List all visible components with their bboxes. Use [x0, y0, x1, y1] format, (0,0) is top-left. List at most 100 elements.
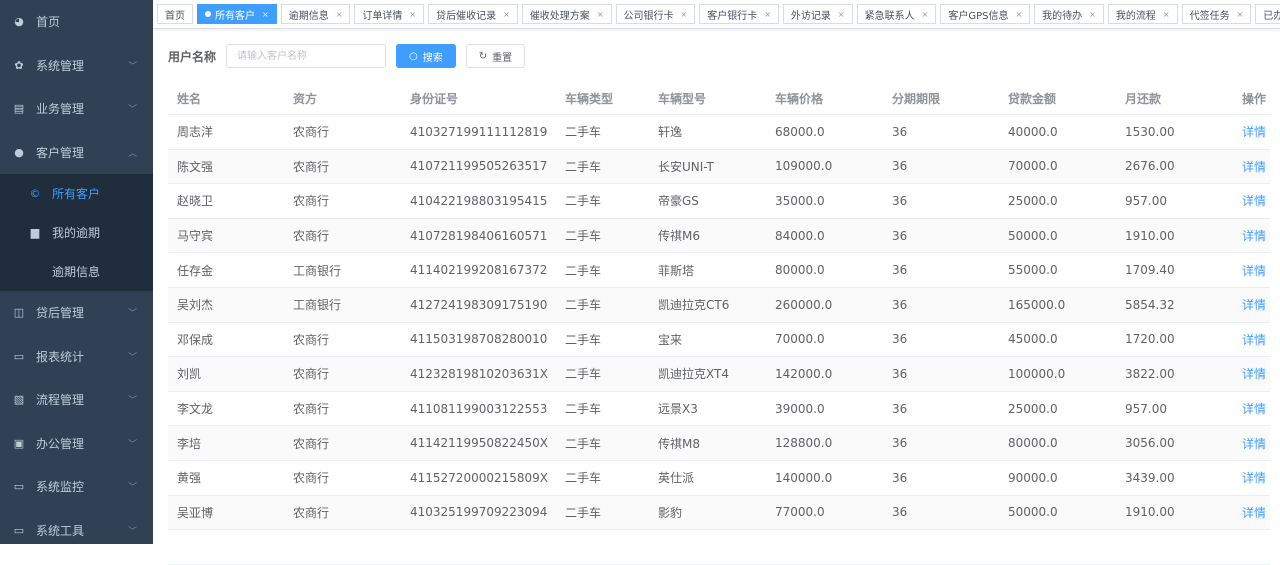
tab-item[interactable]: 订单详情 × [354, 4, 425, 24]
detail-link[interactable]: 详情 [1242, 402, 1267, 417]
sidebar-item[interactable]: ▭ 系统监控 ﹀ [0, 465, 153, 509]
column-header: 车辆类型 [565, 91, 614, 106]
column-header: 贷款金额 [1008, 91, 1057, 106]
close-icon[interactable]: × [921, 9, 929, 19]
tab-item[interactable]: 客户银行卡 × [699, 4, 779, 24]
sidebar-item[interactable]: ◕ 首页 [0, 0, 153, 44]
close-icon[interactable]: × [335, 9, 343, 19]
customer-name-input[interactable] [226, 44, 387, 68]
search-icon: ○ [409, 50, 418, 62]
table-cell: 二手车 [565, 159, 602, 174]
tab-item[interactable]: 外访记录 × [782, 4, 853, 24]
table-cell: 50000.0 [1008, 505, 1058, 520]
close-icon[interactable]: × [409, 9, 417, 19]
close-icon[interactable]: × [596, 9, 604, 19]
monitor-icon: ▭ [13, 349, 25, 363]
table-cell: 1530.00 [1125, 124, 1175, 139]
close-icon[interactable]: × [1236, 9, 1244, 19]
detail-link[interactable]: 详情 [1242, 159, 1267, 174]
file-icon: ▧ [13, 393, 25, 407]
detail-link[interactable]: 详情 [1242, 367, 1267, 382]
table-cell: 帝豪GS [658, 194, 699, 209]
sidebar-item[interactable]: ◫ 贷后管理 ﹀ [0, 291, 153, 335]
tab-item[interactable]: 代签任务 × [1181, 4, 1252, 24]
chevron-down-icon: ﹀ [127, 309, 137, 320]
close-icon[interactable]: × [764, 9, 771, 19]
table-cell: 二手车 [565, 298, 602, 313]
tab-item[interactable]: 客户GPS信息 × [940, 4, 1031, 24]
sidebar-subitem[interactable]: ▆ 我的逾期 [0, 213, 153, 252]
tab-item[interactable]: 已办任务× [1255, 4, 1280, 24]
table-cell: 凯迪拉克CT6 [658, 298, 730, 313]
close-icon[interactable]: × [503, 9, 510, 19]
table-cell: 传祺M8 [658, 436, 700, 451]
book-icon: ◫ [13, 306, 25, 320]
tab-item[interactable]: 我的待办 × [1034, 4, 1104, 24]
tab-label: 逾期信息 [288, 10, 329, 22]
detail-link[interactable]: 详情 [1242, 263, 1267, 278]
table-cell: 410422198803195415 [410, 193, 548, 208]
close-icon[interactable]: × [1089, 9, 1096, 19]
close-icon[interactable]: × [262, 9, 269, 19]
detail-link[interactable]: 详情 [1242, 229, 1267, 244]
tab-item[interactable]: 首页 [157, 4, 193, 24]
sidebar-item[interactable]: ✿ 系统管理 ﹀ [0, 44, 153, 88]
sidebar-subitem[interactable]: © 所有客户 [0, 174, 153, 213]
table-cell: 1720.00 [1125, 332, 1175, 347]
detail-link[interactable]: 详情 [1242, 194, 1267, 209]
sidebar-item[interactable]: ▭ 系统工具 ﹀ [0, 509, 153, 553]
detail-link[interactable]: 详情 [1242, 332, 1267, 347]
tab-label: 公司银行卡 [623, 10, 674, 22]
table-cell: 68000.0 [775, 124, 825, 139]
tab-item[interactable]: 催收处理方案 × [521, 4, 612, 24]
tab-item[interactable]: 公司银行卡 × [615, 4, 696, 24]
close-icon[interactable]: × [1162, 9, 1170, 19]
table-cell: 3056.00 [1125, 436, 1175, 451]
column-header: 车辆型号 [658, 91, 707, 106]
search-button[interactable]: ○ 搜索 [396, 44, 456, 68]
tab-item[interactable]: 贷后催收记录 × [428, 4, 518, 24]
close-icon[interactable]: × [1015, 9, 1023, 19]
table-cell: 农商行 [293, 229, 330, 244]
sidebar-item[interactable]: ▭ 报表统计 ﹀ [0, 335, 153, 379]
column-header: 分期期限 [892, 91, 941, 106]
copyright-icon: © [29, 187, 41, 200]
table-cell: 36 [892, 401, 908, 416]
table-row: 李培 农商行 41142119950822450X 二手车 传祺M8 128800.0 36… [168, 426, 1270, 461]
sidebar-item[interactable]: ▧ 流程管理 ﹀ [0, 378, 153, 422]
tab-item[interactable]: 我的流程 × [1107, 4, 1178, 24]
table-cell: 55000.0 [1008, 263, 1058, 278]
column-header: 月还款 [1125, 91, 1162, 106]
sidebar-item[interactable]: ▤ 业务管理 ﹀ [0, 87, 153, 131]
reset-button[interactable]: ↻ 重置 [465, 44, 526, 68]
table-cell: 36 [892, 297, 908, 312]
table-cell: 李培 [177, 436, 202, 451]
detail-link[interactable]: 详情 [1242, 298, 1267, 313]
sidebar-item-label: 系统工具 [36, 523, 85, 538]
table-row: 赵晓卫 农商行 410422198803195415 二手车 帝豪GS 35000.0 36… [168, 184, 1270, 219]
tab-label: 我的待办 [1042, 10, 1083, 22]
table-cell: 36 [892, 332, 908, 347]
table-cell: 70000.0 [1008, 159, 1058, 174]
sidebar-item[interactable]: ▣ 办公管理 ﹀ [0, 422, 153, 466]
sidebar-subitem[interactable]: 逾期信息 [0, 252, 153, 291]
tab-item[interactable]: 紧急联系人 × [856, 4, 937, 24]
table-cell: 二手车 [565, 505, 602, 520]
column-header: 操作 [1242, 91, 1267, 106]
close-icon[interactable]: × [837, 9, 845, 19]
sidebar-item[interactable]: ● 客户管理 ︿ [0, 131, 153, 175]
detail-link[interactable]: 详情 [1242, 505, 1267, 520]
close-icon[interactable]: × [680, 9, 688, 19]
sidebar-subitem-label: 所有客户 [52, 187, 101, 201]
table-cell: 70000.0 [775, 332, 825, 347]
table-cell: 77000.0 [775, 505, 825, 520]
detail-link[interactable]: 详情 [1242, 125, 1267, 140]
tab-item[interactable]: 所有客户 × [197, 4, 277, 24]
tab-item[interactable]: 逾期信息 × [280, 4, 351, 24]
detail-link[interactable]: 详情 [1242, 436, 1267, 451]
table-cell: 任存金 [177, 263, 214, 278]
table-cell: 邓保成 [177, 332, 214, 347]
toolbox-icon: ▭ [13, 523, 25, 537]
table-cell: 宝来 [658, 332, 683, 347]
detail-link[interactable]: 详情 [1242, 471, 1267, 486]
